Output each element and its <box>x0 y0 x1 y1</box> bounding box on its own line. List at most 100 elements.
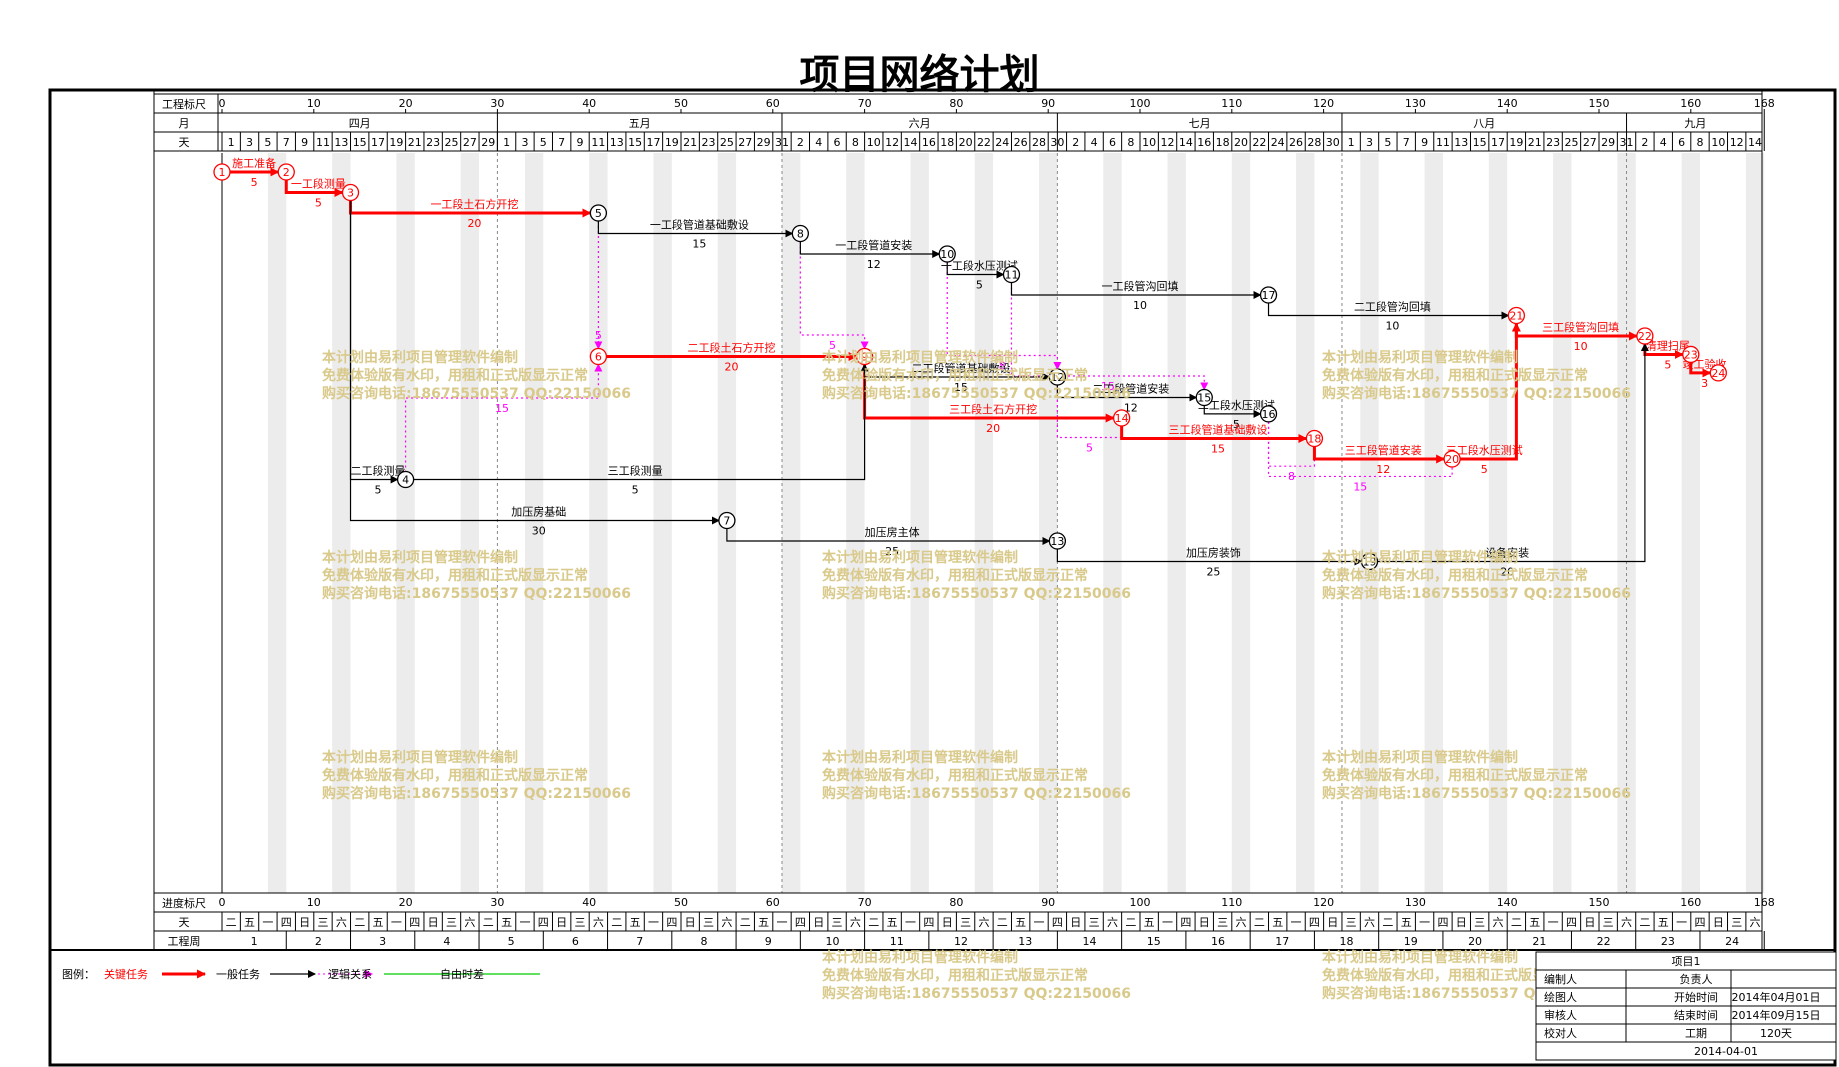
day-number: 25 <box>720 136 734 149</box>
task-name: 加压房主体 <box>865 525 920 539</box>
task-arrow <box>799 241 941 258</box>
weekday-cell: 一 <box>1676 916 1687 929</box>
scale-tick-label: 160 <box>1680 97 1701 110</box>
week-cell: 23 <box>1661 935 1675 948</box>
event-node <box>1048 368 1067 386</box>
day-number: 1 <box>228 136 235 149</box>
info-row-value: 2014年09月15日 <box>1732 1008 1821 1022</box>
scale-tick-label: 130 <box>1405 97 1426 110</box>
weekday-cell: 四 <box>795 916 806 929</box>
day-number: 19 <box>389 136 403 149</box>
scale-tick-label: 40 <box>582 97 596 110</box>
scale-tick-label: 90 <box>1041 97 1055 110</box>
day-number: 8 <box>1696 136 1703 149</box>
week-cell: 20 <box>1468 935 1482 948</box>
day-number: 15 <box>628 136 642 149</box>
day-number: 7 <box>283 136 290 149</box>
weekend-band <box>1360 153 1379 893</box>
day-number: 16 <box>922 136 936 149</box>
task-name: 三工段管沟回填 <box>1542 320 1619 334</box>
event-node-number: 6 <box>595 351 602 364</box>
scale-tick-label: 60 <box>766 97 780 110</box>
event-node <box>1709 364 1727 382</box>
logic-link-label: 15 <box>1353 480 1367 493</box>
week-cell: 16 <box>1211 935 1225 948</box>
weekday-cell: 五 <box>244 916 255 929</box>
watermark-text: 购买咨询电话:18675550537 QQ:22150066 <box>822 585 1131 602</box>
day-label: 天 <box>179 136 190 149</box>
watermark-text: 免费体验版有水印，用租和正式版显示正常 <box>322 767 588 784</box>
weekday-cell: 四 <box>1180 916 1191 929</box>
weekend-band <box>524 153 544 893</box>
day-number: 24 <box>995 136 1009 149</box>
event-node-number: 14 <box>1115 412 1129 425</box>
task-name: 一工段管道基础敷设 <box>650 218 749 232</box>
scale-tick-label: 0 <box>219 97 226 110</box>
day-number: 10 <box>1142 136 1156 149</box>
scale-tick-label: 50 <box>674 97 688 110</box>
weekday-cell: 六 <box>1107 916 1118 929</box>
day-number: 6 <box>1678 136 1685 149</box>
weekday-cell: 六 <box>978 916 989 929</box>
watermark-text: 本计划由易利项目管理软件编制 <box>322 349 518 366</box>
weekday-cell: 日 <box>1327 916 1338 929</box>
legend-prefix: 图例： <box>62 967 95 981</box>
watermark-text: 免费体验版有水印，用租和正式版显示正常 <box>822 567 1088 584</box>
day-number: 12 <box>1161 136 1175 149</box>
watermark: 本计划由易利项目管理软件编制免费体验版有水印，用租和正式版显示正常购买咨询电话:… <box>322 349 1631 1002</box>
event-node <box>938 245 956 263</box>
day-number: 1 <box>503 136 510 149</box>
weekday-cell: 六 <box>336 916 347 929</box>
weekday-cell: 一 <box>1034 916 1045 929</box>
logic-link <box>1010 282 1209 391</box>
task-name: 三工段测量 <box>608 464 663 478</box>
progress-tick-label: 150 <box>1589 896 1610 909</box>
weekday-cell: 二 <box>1511 916 1522 929</box>
task-name: 加压房基础 <box>511 506 566 519</box>
event-node <box>1360 552 1379 571</box>
progress-tick-label: 160 <box>1680 896 1701 909</box>
day-number: 31 <box>1620 136 1634 149</box>
task-duration: 10 <box>1574 340 1588 353</box>
day-number: 17 <box>646 136 660 149</box>
task-duration: 30 <box>532 525 546 538</box>
legend-logic-label: 逻辑关系 <box>328 967 372 981</box>
weekend-band <box>846 153 865 893</box>
task-name: 二工段管道安装 <box>1092 382 1169 396</box>
day-number: 13 <box>334 136 348 149</box>
watermark-text: 本计划由易利项目管理软件编制 <box>1322 349 1518 366</box>
watermark-text: 购买咨询电话:18675550537 QQ:22150066 <box>322 385 631 402</box>
weekend-band <box>1681 153 1700 893</box>
watermark-text: 本计划由易利项目管理软件编制 <box>1322 749 1518 766</box>
weekday-cell: 五 <box>1144 916 1155 929</box>
task-duration: 5 <box>976 279 983 292</box>
weekday-cell: 日 <box>428 916 439 929</box>
info-row-label: 绘图人 <box>1544 990 1577 1004</box>
task-name: 一工段测量 <box>291 177 346 191</box>
task-duration: 15 <box>692 238 706 251</box>
event-node-number: 18 <box>1307 433 1321 446</box>
event-node <box>1195 388 1213 407</box>
day-number: 24 <box>1271 136 1285 149</box>
task-duration: 20 <box>724 361 738 374</box>
event-node-number: 22 <box>1638 330 1652 343</box>
week-cell: 3 <box>379 935 386 948</box>
event-node-number: 24 <box>1711 367 1725 380</box>
progress-tick-label: 100 <box>1130 896 1151 909</box>
day-number: 21 <box>408 136 422 149</box>
weekend-band <box>589 153 608 893</box>
weekday-cell: 五 <box>1529 916 1540 929</box>
weekday-cell: 二 <box>1254 916 1265 929</box>
month-name: 七月 <box>1189 117 1211 130</box>
weekday-cell: 二 <box>611 916 622 929</box>
weekday-cell: 一 <box>262 916 273 929</box>
logic-link-label: 5 <box>829 339 836 352</box>
outer-border <box>48 88 1837 1067</box>
info-row-value: 120天 <box>1760 1027 1792 1040</box>
weekday-cell: 日 <box>685 916 696 929</box>
weekend-band <box>332 153 351 893</box>
event-node <box>1112 409 1131 427</box>
event-node-number: 15 <box>1197 392 1211 405</box>
